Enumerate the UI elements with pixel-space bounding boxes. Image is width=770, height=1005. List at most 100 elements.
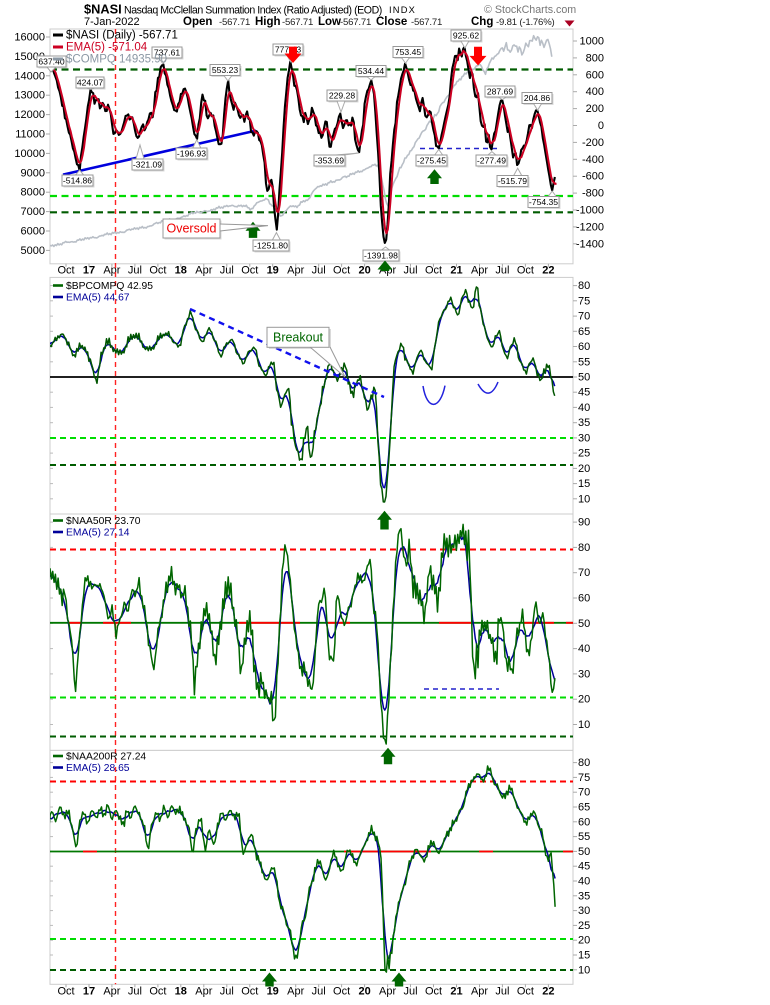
svg-text:-1391.98: -1391.98 xyxy=(364,251,398,261)
svg-text:637.40: 637.40 xyxy=(38,57,65,67)
svg-text:Oct: Oct xyxy=(241,265,258,277)
svg-text:-1251.80: -1251.80 xyxy=(254,241,288,251)
svg-text:Jul: Jul xyxy=(403,986,417,998)
svg-text:Apr: Apr xyxy=(103,265,120,277)
svg-text:-275.45: -275.45 xyxy=(417,156,446,166)
svg-text:Oct: Oct xyxy=(517,265,534,277)
svg-text:80: 80 xyxy=(578,542,590,554)
svg-text:Low: Low xyxy=(318,16,341,28)
svg-text:90: 90 xyxy=(578,517,590,529)
svg-text:30: 30 xyxy=(578,432,590,444)
svg-text:65: 65 xyxy=(578,802,590,814)
svg-text:-1200: -1200 xyxy=(576,221,604,233)
svg-text:553.23: 553.23 xyxy=(212,65,239,75)
svg-text:Apr: Apr xyxy=(287,986,304,998)
svg-text:High: High xyxy=(255,16,281,28)
svg-text:$NASI: $NASI xyxy=(84,2,122,17)
svg-text:55: 55 xyxy=(578,831,590,843)
svg-text:14000: 14000 xyxy=(14,70,45,82)
svg-text:Oct: Oct xyxy=(425,265,442,277)
svg-text:Oct: Oct xyxy=(57,986,74,998)
svg-text:-321.09: -321.09 xyxy=(133,160,162,170)
svg-text:18: 18 xyxy=(175,265,187,277)
svg-text:287.69: 287.69 xyxy=(487,87,514,97)
svg-text:534.44: 534.44 xyxy=(358,66,385,76)
svg-text:Jul: Jul xyxy=(220,986,234,998)
svg-text:Nasdaq McClellan Summation Ind: Nasdaq McClellan Summation Index (Ratio … xyxy=(124,5,382,17)
svg-text:-514.86: -514.86 xyxy=(63,176,92,186)
svg-text:$COMPQ 14935.90: $COMPQ 14935.90 xyxy=(66,54,167,66)
svg-text:Apr: Apr xyxy=(195,986,212,998)
svg-text:Chg: Chg xyxy=(471,16,493,28)
svg-text:55: 55 xyxy=(578,356,590,368)
svg-text:Jul: Jul xyxy=(220,265,234,277)
svg-text:25: 25 xyxy=(578,448,590,460)
svg-text:EMA(5) -571.04: EMA(5) -571.04 xyxy=(66,42,148,54)
svg-text:13000: 13000 xyxy=(14,90,45,102)
svg-text:Breakout: Breakout xyxy=(273,331,324,345)
svg-text:Oct: Oct xyxy=(517,986,534,998)
svg-text:25: 25 xyxy=(578,920,590,932)
svg-text:Jul: Jul xyxy=(128,265,142,277)
svg-text:Jul: Jul xyxy=(495,986,509,998)
svg-text:© StockCharts.com: © StockCharts.com xyxy=(484,4,576,16)
svg-text:60: 60 xyxy=(578,341,590,353)
svg-text:80: 80 xyxy=(578,757,590,769)
svg-text:10: 10 xyxy=(578,964,590,976)
svg-text:737.61: 737.61 xyxy=(154,48,181,58)
svg-text:7-Jan-2022: 7-Jan-2022 xyxy=(84,16,140,28)
svg-text:19: 19 xyxy=(267,986,279,998)
svg-text:10: 10 xyxy=(578,719,590,731)
svg-text:9000: 9000 xyxy=(21,167,45,179)
svg-text:75: 75 xyxy=(578,295,590,307)
svg-text:17: 17 xyxy=(83,265,95,277)
svg-text:17: 17 xyxy=(83,986,95,998)
svg-text:925.62: 925.62 xyxy=(453,31,480,41)
svg-text:424.07: 424.07 xyxy=(77,78,104,88)
svg-text:Jul: Jul xyxy=(312,265,326,277)
svg-text:229.28: 229.28 xyxy=(329,91,356,101)
svg-text:-200: -200 xyxy=(582,137,604,149)
svg-text:22: 22 xyxy=(542,265,554,277)
svg-text:20: 20 xyxy=(358,265,370,277)
svg-text:50: 50 xyxy=(578,372,590,384)
svg-text:65: 65 xyxy=(578,326,590,338)
svg-text:21: 21 xyxy=(450,265,462,277)
svg-text:$NASI (Daily) -567.71: $NASI (Daily) -567.71 xyxy=(66,30,178,42)
svg-text:EMA(5) 27.14: EMA(5) 27.14 xyxy=(66,528,130,539)
svg-text:6000: 6000 xyxy=(21,226,45,238)
svg-text:600: 600 xyxy=(586,69,604,81)
svg-text:10000: 10000 xyxy=(14,148,45,160)
svg-text:Apr: Apr xyxy=(287,265,304,277)
svg-text:45: 45 xyxy=(578,861,590,873)
svg-text:Close: Close xyxy=(376,16,407,28)
svg-text:$NAA200R 27.24: $NAA200R 27.24 xyxy=(66,752,146,763)
svg-text:753.45: 753.45 xyxy=(395,47,422,57)
svg-text:20: 20 xyxy=(578,935,590,947)
svg-text:Oct: Oct xyxy=(241,986,258,998)
svg-text:21: 21 xyxy=(450,986,462,998)
svg-text:EMA(5) 28.65: EMA(5) 28.65 xyxy=(66,763,130,774)
svg-text:-567.71: -567.71 xyxy=(219,17,250,28)
svg-text:Apr: Apr xyxy=(379,986,396,998)
svg-text:Oct: Oct xyxy=(149,265,166,277)
svg-text:20: 20 xyxy=(578,694,590,706)
svg-text:Jul: Jul xyxy=(403,265,417,277)
svg-text:777.43: 777.43 xyxy=(275,45,302,55)
svg-text:20: 20 xyxy=(578,463,590,475)
svg-text:Open: Open xyxy=(183,16,212,28)
svg-text:15: 15 xyxy=(578,950,590,962)
svg-text:10: 10 xyxy=(578,493,590,505)
svg-text:Oct: Oct xyxy=(149,986,166,998)
svg-text:0: 0 xyxy=(598,120,604,132)
svg-text:-600: -600 xyxy=(582,171,604,183)
svg-text:-754.35: -754.35 xyxy=(529,197,558,207)
svg-text:$BPCOMPQ 42.95: $BPCOMPQ 42.95 xyxy=(66,281,153,292)
svg-text:Apr: Apr xyxy=(103,986,120,998)
svg-text:204.86: 204.86 xyxy=(524,93,551,103)
svg-text:70: 70 xyxy=(578,787,590,799)
svg-text:18: 18 xyxy=(175,986,187,998)
svg-text:INDX: INDX xyxy=(389,5,416,15)
svg-text:1000: 1000 xyxy=(580,36,604,48)
svg-text:20: 20 xyxy=(358,986,370,998)
